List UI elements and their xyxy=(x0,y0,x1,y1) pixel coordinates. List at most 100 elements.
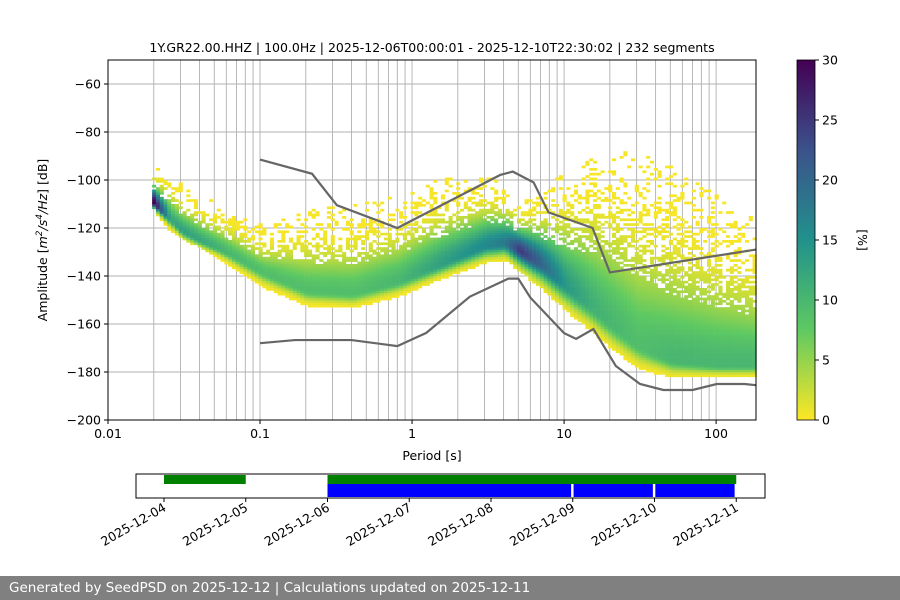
histogram-cell xyxy=(608,189,613,193)
histogram-cell xyxy=(661,364,666,368)
histogram-cell xyxy=(699,192,704,195)
histogram-cell xyxy=(562,307,567,310)
histogram-cell xyxy=(410,192,415,195)
histogram-cell xyxy=(475,235,480,238)
histogram-cell xyxy=(604,295,609,298)
histogram-cell xyxy=(699,187,704,190)
histogram-cell xyxy=(668,302,674,306)
histogram-cell xyxy=(254,247,259,250)
histogram-cell xyxy=(558,264,563,267)
histogram-cell xyxy=(653,362,658,366)
histogram-cell xyxy=(733,297,738,301)
histogram-cell xyxy=(467,259,472,262)
histogram-cell xyxy=(155,180,160,183)
histogram-cell xyxy=(547,237,552,241)
histogram-cell xyxy=(402,276,408,279)
histogram-cell xyxy=(581,252,586,255)
histogram-cell xyxy=(193,237,199,241)
histogram-cell xyxy=(638,300,643,303)
histogram-cell xyxy=(539,240,544,243)
histogram-cell xyxy=(718,345,723,349)
histogram-cell xyxy=(349,271,354,274)
histogram-cell xyxy=(323,283,328,286)
histogram-cell xyxy=(524,259,529,262)
histogram-cell xyxy=(182,232,187,236)
histogram-cell xyxy=(600,278,605,282)
histogram-cell xyxy=(554,285,560,289)
histogram-cell xyxy=(554,280,560,284)
histogram-cell xyxy=(672,333,677,337)
histogram-cell xyxy=(486,247,491,250)
histogram-cell xyxy=(505,244,510,248)
histogram-cell xyxy=(326,244,332,248)
histogram-cell xyxy=(376,254,381,258)
histogram-cell xyxy=(478,177,484,181)
histogram-cell xyxy=(722,369,727,373)
histogram-cell xyxy=(440,220,446,224)
histogram-cell xyxy=(368,225,373,229)
histogram-cell xyxy=(368,290,373,294)
histogram-cell xyxy=(634,261,639,265)
histogram-cell xyxy=(680,312,685,315)
histogram-cell xyxy=(676,328,681,332)
histogram-cell xyxy=(247,254,252,258)
histogram-cell xyxy=(296,237,301,241)
histogram-cell xyxy=(285,225,290,229)
histogram-cell xyxy=(269,266,275,270)
histogram-cell xyxy=(338,278,343,282)
histogram-cell xyxy=(334,285,339,289)
histogram-cell xyxy=(646,364,651,368)
histogram-cell xyxy=(684,328,689,332)
histogram-cell xyxy=(725,326,731,330)
histogram-cell xyxy=(456,182,461,186)
histogram-cell xyxy=(566,283,571,286)
histogram-cell xyxy=(205,232,210,236)
histogram-cell xyxy=(368,223,373,226)
histogram-cell xyxy=(425,237,430,241)
histogram-cell xyxy=(334,268,339,272)
histogram-cell xyxy=(619,350,624,354)
histogram-cell xyxy=(372,300,377,303)
histogram-cell xyxy=(718,350,723,354)
histogram-cell xyxy=(733,220,738,224)
histogram-cell xyxy=(186,194,191,198)
histogram-cell xyxy=(437,220,442,224)
histogram-cell xyxy=(619,280,624,284)
histogram-cell xyxy=(703,340,708,344)
histogram-cell xyxy=(691,314,696,318)
histogram-cell xyxy=(391,249,396,253)
histogram-cell xyxy=(277,244,282,248)
histogram-cell xyxy=(437,244,442,248)
histogram-cell xyxy=(638,331,643,334)
histogram-cell xyxy=(562,254,567,258)
histogram-cell xyxy=(646,314,651,318)
histogram-cell xyxy=(543,196,548,200)
histogram-cell xyxy=(687,326,693,330)
histogram-cell xyxy=(703,280,708,284)
histogram-cell xyxy=(357,223,362,226)
histogram-cell xyxy=(391,218,396,222)
histogram-cell xyxy=(406,242,411,246)
histogram-cell xyxy=(269,247,275,250)
histogram-cell xyxy=(269,264,275,267)
histogram-cell xyxy=(311,264,316,267)
histogram-cell xyxy=(619,254,624,258)
histogram-cell xyxy=(433,240,438,243)
histogram-cell xyxy=(345,302,351,306)
histogram-cell xyxy=(281,247,286,250)
histogram-cell xyxy=(585,228,590,231)
histogram-cell xyxy=(623,345,628,349)
histogram-cell xyxy=(338,264,343,267)
histogram-cell xyxy=(706,307,712,310)
histogram-cell xyxy=(729,292,734,296)
histogram-cell xyxy=(528,240,533,243)
histogram-cell xyxy=(539,232,544,236)
histogram-cell xyxy=(562,297,567,301)
histogram-cell xyxy=(406,266,411,270)
histogram-cell xyxy=(665,333,670,337)
histogram-cell xyxy=(197,225,202,229)
histogram-cell xyxy=(372,259,377,262)
histogram-cell xyxy=(304,259,309,262)
histogram-cell xyxy=(391,254,396,258)
histogram-cell xyxy=(376,235,381,238)
